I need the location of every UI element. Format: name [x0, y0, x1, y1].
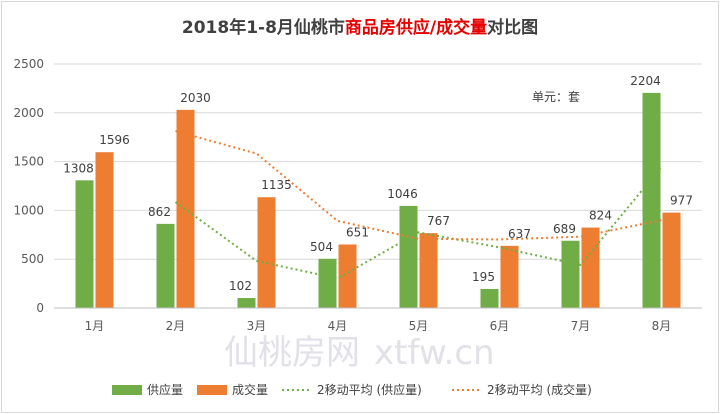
legend: 供应量 成交量 2移动平均 (供应量) 2移动平均 (成交量)	[112, 382, 592, 397]
deal-value-label: 1135	[261, 178, 292, 192]
title-highlight: 商品房供应/成交量	[345, 17, 487, 38]
x-axis: 1月 2月 3月 4月 5月 6月 7月 8月	[54, 307, 702, 333]
legend-supply-ma-label: 2移动平均 (供应量)	[317, 382, 422, 397]
x-tick-label: 8月	[652, 319, 672, 333]
x-tick-label: 2月	[166, 319, 186, 333]
x-tick-label: 1月	[85, 319, 105, 333]
deal-bar	[500, 245, 519, 308]
y-tick-label: 0	[36, 301, 44, 315]
supply-bar	[642, 92, 661, 308]
deal-moving-average-line	[175, 130, 662, 241]
watermark-cn: 仙桃房网	[224, 333, 360, 373]
supply-value-label: 102	[229, 279, 252, 293]
trendlines	[174, 130, 663, 280]
deal-value-label: 824	[589, 209, 612, 223]
deal-bar	[95, 152, 114, 308]
bars	[75, 92, 681, 308]
deal-value-label: 651	[346, 225, 369, 239]
x-tick-label: 3月	[247, 319, 267, 333]
legend-deal-label: 成交量	[232, 382, 268, 397]
y-tick-label: 500	[21, 252, 44, 266]
deal-bar	[176, 109, 195, 308]
watermark: 仙桃房网 xtfw.cn	[224, 333, 495, 373]
chart-title: 2018年1-8月仙桃市商品房供应/成交量对比图	[182, 17, 538, 38]
supply-value-label: 195	[472, 270, 495, 284]
x-tick-label: 7月	[571, 319, 591, 333]
supply-moving-average-line	[174, 166, 663, 280]
supply-bar	[480, 288, 499, 308]
supply-value-label: 862	[148, 205, 171, 219]
deal-value-label: 2030	[180, 91, 211, 105]
supply-value-label: 1308	[63, 161, 94, 175]
supply-bar	[156, 223, 175, 308]
watermark-en: xtfw.cn	[374, 333, 495, 373]
supply-value-label: 1046	[387, 187, 418, 201]
x-tick-label: 4月	[328, 319, 348, 333]
y-tick-label: 2000	[13, 106, 44, 120]
deal-bar	[581, 227, 600, 308]
supply-bar	[318, 258, 337, 308]
supply-bar	[399, 205, 418, 308]
legend-deal-swatch	[197, 385, 227, 395]
legend-supply-label: 供应量	[147, 382, 183, 397]
legend-deal-ma-label: 2移动平均 (成交量)	[487, 382, 592, 397]
x-tick-label: 5月	[409, 319, 429, 333]
x-tick-label: 6月	[490, 319, 510, 333]
deal-bar	[338, 244, 357, 308]
data-labels: 1308 862 102 504 1046 195 689 2204 1596 2030 1135 6…	[63, 74, 693, 293]
y-axis: 0 500 1000 1500 2000 2500	[13, 57, 44, 315]
legend-supply-swatch	[112, 385, 142, 395]
title-prefix: 2018年1-8月仙桃市	[182, 17, 345, 38]
title-suffix: 对比图	[487, 17, 538, 38]
supply-bar	[561, 240, 580, 308]
supply-value-label: 689	[553, 222, 576, 236]
supply-value-label: 2204	[630, 74, 661, 88]
unit-label: 单元：套	[532, 90, 580, 104]
deal-value-label: 637	[508, 227, 531, 241]
y-tick-label: 1000	[13, 203, 44, 217]
supply-bar	[75, 180, 94, 308]
deal-bar	[662, 212, 681, 308]
deal-value-label: 1596	[99, 133, 130, 147]
supply-value-label: 504	[310, 240, 333, 254]
y-tick-label: 1500	[13, 155, 44, 169]
y-gridlines	[54, 63, 702, 309]
deal-bar	[419, 233, 438, 308]
y-tick-label: 2500	[13, 57, 44, 71]
supply-bar	[237, 298, 256, 308]
deal-value-label: 767	[427, 214, 450, 228]
deal-value-label: 977	[670, 194, 693, 208]
deal-bar	[257, 197, 276, 308]
